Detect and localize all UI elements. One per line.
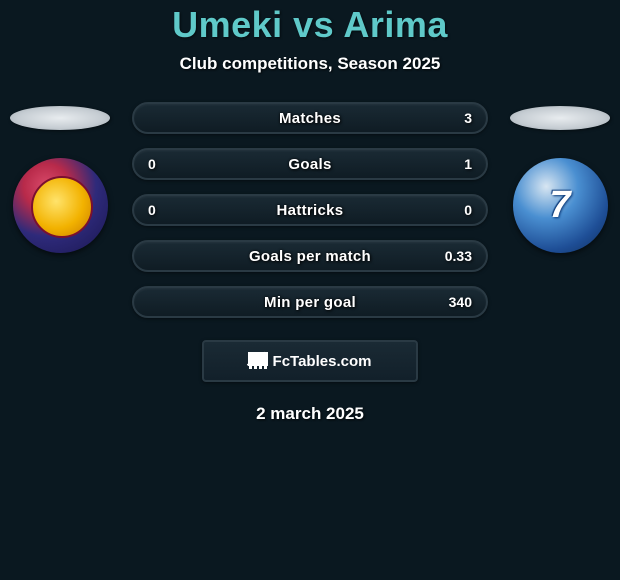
stat-label: Hattricks (277, 202, 344, 219)
stat-right-value: 340 (449, 294, 472, 310)
main-row: Matches 3 0 Goals 1 0 Hattricks 0 Goals … (0, 102, 620, 318)
stat-row-min-per-goal: Min per goal 340 (132, 286, 488, 318)
team-crest-right (513, 158, 608, 253)
date-label: 2 march 2025 (0, 404, 620, 424)
attribution-text: FcTables.com (273, 353, 372, 370)
page-subtitle: Club competitions, Season 2025 (0, 54, 620, 74)
stat-row-goals: 0 Goals 1 (132, 148, 488, 180)
stat-label: Matches (279, 110, 341, 127)
comparison-card: Umeki vs Arima Club competitions, Season… (0, 0, 620, 424)
right-player-col (500, 102, 620, 253)
stat-left-value: 0 (148, 202, 156, 218)
stat-label: Goals (288, 156, 331, 173)
stat-right-value: 0 (464, 202, 472, 218)
attribution-badge[interactable]: FcTables.com (202, 340, 418, 382)
stat-label: Min per goal (264, 294, 356, 311)
stat-right-value: 0.33 (445, 248, 472, 264)
stats-column: Matches 3 0 Goals 1 0 Hattricks 0 Goals … (130, 102, 490, 318)
player-photo-placeholder-left (10, 106, 110, 130)
stat-right-value: 1 (464, 156, 472, 172)
stat-left-value: 0 (148, 156, 156, 172)
stat-right-value: 3 (464, 110, 472, 126)
stat-row-hattricks: 0 Hattricks 0 (132, 194, 488, 226)
team-crest-left (13, 158, 108, 253)
page-title: Umeki vs Arima (0, 4, 620, 46)
stat-row-goals-per-match: Goals per match 0.33 (132, 240, 488, 272)
player-photo-placeholder-right (510, 106, 610, 130)
stat-row-matches: Matches 3 (132, 102, 488, 134)
chart-icon (249, 353, 267, 369)
left-player-col (0, 102, 120, 253)
stat-label: Goals per match (249, 248, 371, 265)
